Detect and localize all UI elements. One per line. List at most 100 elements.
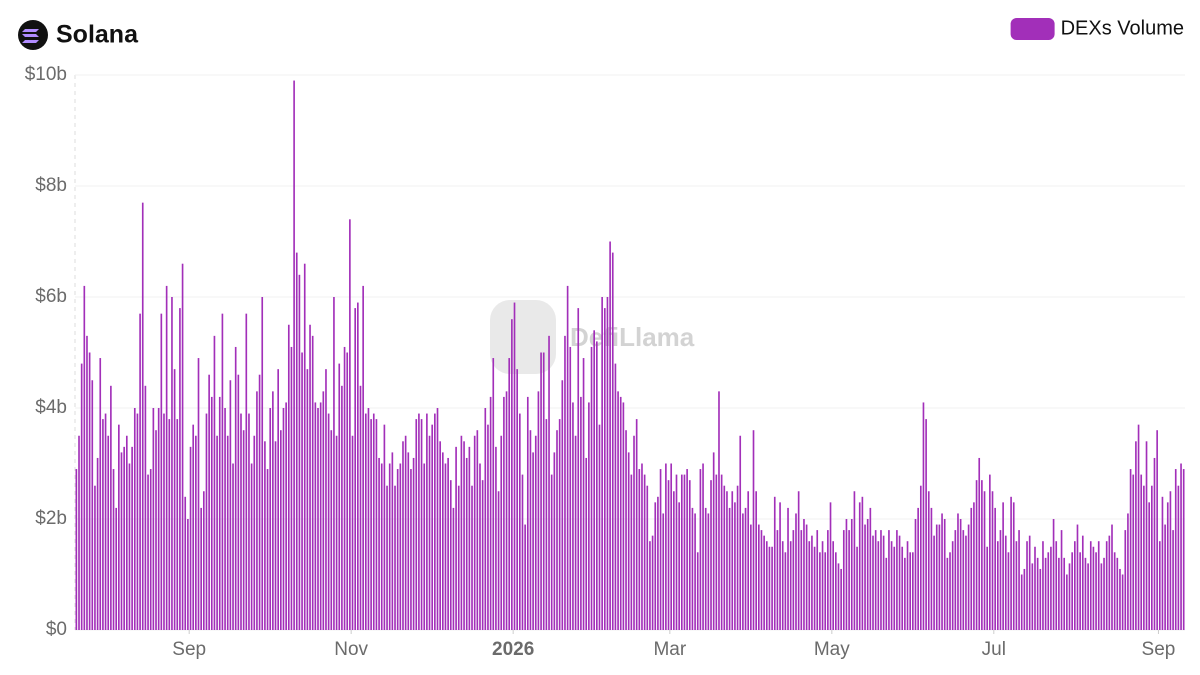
- bar: [550, 474, 553, 630]
- bar: [1002, 502, 1004, 630]
- y-tick-label: $0: [46, 619, 67, 640]
- bar: [601, 297, 603, 630]
- bar: [261, 297, 264, 630]
- bar: [558, 419, 561, 630]
- bar: [173, 369, 176, 630]
- bar: [896, 530, 898, 630]
- bar: [824, 552, 827, 630]
- bar: [102, 419, 104, 630]
- bar: [131, 446, 133, 630]
- bar: [864, 524, 866, 630]
- bar: [327, 413, 330, 630]
- bar: [933, 535, 935, 630]
- bar: [232, 463, 234, 630]
- bar: [165, 285, 168, 630]
- bar: [625, 430, 627, 630]
- bar: [118, 424, 120, 630]
- bar: [383, 424, 386, 630]
- bar: [298, 274, 301, 630]
- y-tick-label: $2b: [35, 508, 67, 529]
- bar: [872, 535, 874, 630]
- bar: [319, 402, 322, 630]
- bar: [617, 391, 619, 630]
- bar: [819, 552, 821, 630]
- bar: [951, 541, 954, 630]
- bar: [699, 469, 702, 630]
- bar: [139, 313, 141, 630]
- bar: [757, 524, 760, 630]
- bar: [476, 430, 479, 630]
- bar: [1010, 496, 1012, 630]
- x-tick-label: May: [814, 639, 850, 660]
- bar: [1042, 541, 1044, 630]
- bar: [91, 380, 94, 630]
- bar: [702, 463, 704, 630]
- bar: [508, 358, 511, 630]
- bar: [927, 491, 930, 630]
- bar: [582, 358, 585, 630]
- bar: [654, 502, 657, 630]
- bar: [954, 530, 957, 630]
- bar: [529, 430, 532, 630]
- bar: [229, 380, 232, 630]
- bar: [455, 446, 457, 630]
- bar: [776, 530, 779, 630]
- bar: [803, 519, 805, 630]
- bar: [590, 346, 593, 630]
- bar: [1012, 502, 1015, 630]
- bar: [441, 452, 444, 630]
- bar: [242, 430, 245, 630]
- bar: [1074, 541, 1076, 630]
- bar: [869, 507, 872, 630]
- bar: [322, 391, 325, 630]
- bar: [1036, 557, 1039, 630]
- bar: [115, 507, 118, 630]
- bar: [404, 435, 407, 630]
- bar: [338, 363, 341, 630]
- x-tick-label: Nov: [334, 639, 368, 660]
- bar: [999, 530, 1002, 630]
- bar: [973, 502, 975, 630]
- x-tick-label: Sep: [172, 639, 206, 660]
- chart-title: Solana: [56, 21, 139, 49]
- bar: [1129, 469, 1132, 630]
- bar: [370, 419, 372, 630]
- bar: [742, 513, 744, 630]
- bar: [534, 435, 537, 630]
- bar: [157, 408, 160, 630]
- bar: [580, 396, 582, 630]
- bar: [147, 474, 149, 630]
- bar: [163, 413, 165, 630]
- bar: [1148, 502, 1151, 630]
- bar: [561, 380, 564, 630]
- bar: [723, 485, 726, 630]
- bar: [94, 485, 96, 630]
- logo: [18, 20, 48, 50]
- bar: [410, 469, 412, 630]
- bar: [548, 335, 550, 630]
- bar: [1020, 574, 1023, 630]
- bar: [840, 568, 842, 630]
- bar: [136, 413, 139, 630]
- bar: [542, 352, 545, 630]
- bar: [362, 285, 364, 630]
- x-tick-label: Jul: [982, 639, 1006, 660]
- bar: [773, 496, 776, 630]
- bar: [792, 530, 795, 630]
- bar: [197, 358, 200, 630]
- bar: [816, 530, 819, 630]
- bar: [1034, 546, 1036, 630]
- bar: [1058, 557, 1060, 630]
- bar: [1119, 568, 1121, 630]
- bar: [789, 541, 792, 630]
- bar: [468, 446, 471, 630]
- bar: [537, 391, 540, 630]
- bar: [396, 469, 399, 630]
- bar: [720, 474, 723, 630]
- bar: [739, 435, 742, 630]
- bar: [75, 469, 78, 630]
- bar: [991, 491, 994, 630]
- bar: [912, 552, 914, 630]
- bar: [1066, 574, 1068, 630]
- bar: [850, 519, 853, 630]
